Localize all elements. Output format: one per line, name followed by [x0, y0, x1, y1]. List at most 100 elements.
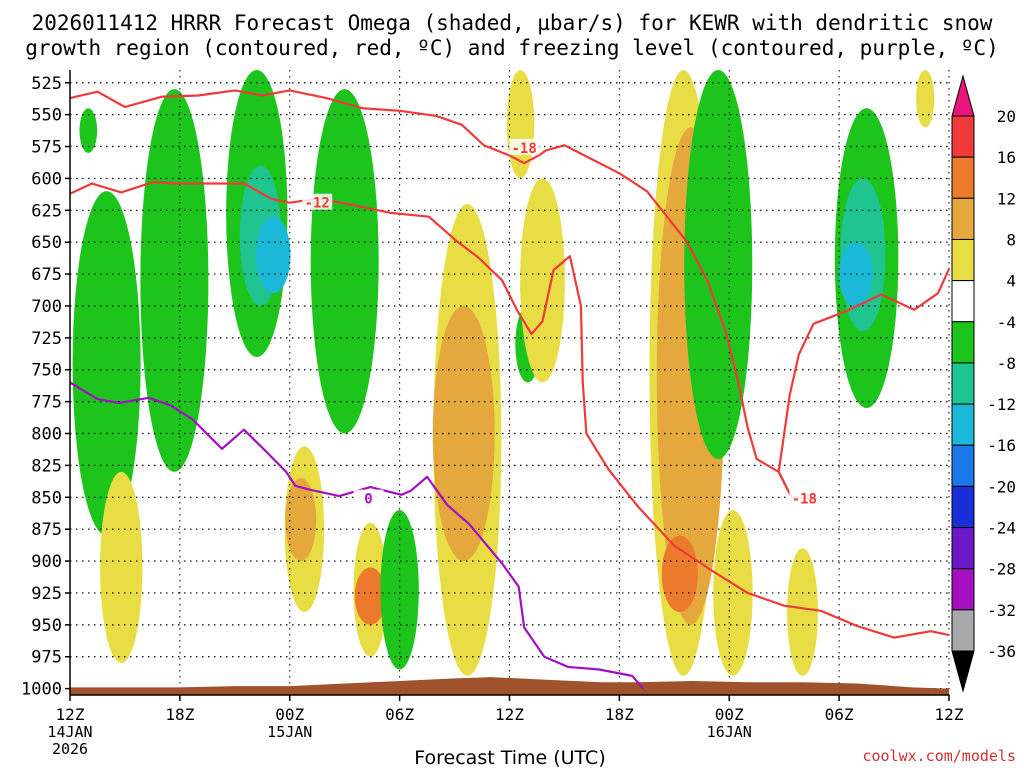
colorbar-bin--20--16: [951, 444, 975, 487]
y-tick-label-550: 550: [31, 106, 62, 126]
colorbar-label-7: -12: [987, 395, 1016, 414]
x-tick-date-12: 15JAN: [267, 723, 312, 741]
chart-title-line-1: 2026011412 HRRR Forecast Omega (shaded, …: [32, 11, 993, 35]
omega-region-ascent-east-max: [838, 242, 873, 306]
omega-region-ascent-early-2: [140, 89, 209, 472]
x-tick-label-48: 12Z: [935, 705, 964, 724]
y-tick-label-1000: 1000: [21, 680, 62, 700]
colorbar-top-arrow: [951, 74, 975, 117]
y-tick-label-800: 800: [31, 425, 62, 445]
contour-dgz-cold-limit: [69, 89, 818, 500]
colorbar-label-11: -28: [987, 560, 1016, 579]
colorbar-bin-12-16: [951, 156, 975, 199]
x-tick-label-30: 18Z: [605, 705, 634, 724]
colorbar-label-8: -16: [987, 436, 1016, 455]
colorbar-bin-16-20: [951, 115, 975, 158]
colorbar-bin-8-12: [951, 197, 975, 240]
colorbar-label-12: -32: [987, 601, 1016, 620]
colorbar-bin--24--20: [951, 485, 975, 529]
contour-dgz-warm-limit: [69, 181, 950, 639]
colorbar-bin--28--24: [951, 527, 975, 570]
x-tick-label-18: 06Z: [385, 705, 414, 724]
colorbar-label-13: -36: [987, 642, 1016, 661]
omega-region-descent-36z: [713, 510, 753, 676]
colorbar-label-6: -8: [997, 354, 1016, 373]
credit-label: coolwx.com/models: [862, 747, 1016, 765]
colorbar-bin--8--4: [951, 321, 975, 364]
y-tick-label-525: 525: [31, 74, 62, 94]
colorbar-bin--16--12: [951, 403, 975, 446]
colorbar-bin--12--8: [951, 362, 975, 405]
contour-label-bg-1: [302, 193, 333, 210]
y-tick-label-625: 625: [31, 201, 62, 221]
colorbar-label-9: -20: [987, 477, 1016, 496]
contour-label-bg-3: [353, 489, 384, 506]
contour-label-bg-0: [509, 138, 540, 155]
colorbar-label-10: -24: [987, 519, 1016, 538]
x-tick-date-36: 16JAN: [707, 723, 752, 741]
y-tick-label-825: 825: [31, 456, 62, 476]
omega-region-descent-top-right: [916, 70, 935, 128]
colorbar-bottom-arrow: [951, 650, 975, 693]
x-tick-year-0: 2026: [52, 740, 88, 758]
contour-label-1: -12: [305, 196, 330, 212]
omega-region-ascent-15z: [310, 89, 379, 434]
chart-title-line-2: growth region (contoured, red, ºC) and f…: [25, 36, 999, 60]
contour-label-0: -18: [512, 141, 537, 157]
y-tick-label-725: 725: [31, 329, 62, 349]
x-tick-label-0: 12Z: [56, 705, 85, 724]
contour-labels: -18 -12 -18 0: [302, 138, 820, 508]
omega-region-descent-1: [100, 471, 143, 664]
y-axis-ticks: 525 550 575 600 625 650 675 700 725 750 775 800 825 8…: [21, 74, 70, 700]
y-tick-label-975: 975: [31, 648, 62, 668]
y-tick-label-775: 775: [31, 393, 62, 413]
colorbar-bin--32--28: [951, 568, 975, 611]
x-tick-label-12: 00Z: [275, 705, 304, 724]
x-axis-label: Forecast Time (UTC): [414, 747, 605, 768]
omega-region-ascent-18z: [380, 510, 419, 670]
colorbar-label-5: -4: [997, 313, 1016, 332]
colorbar-label-4: 4: [1006, 272, 1016, 291]
y-tick-label-675: 675: [31, 265, 62, 285]
x-tick-date-0: 14JAN: [47, 723, 92, 741]
omega-region-descent-late: [520, 178, 565, 383]
y-tick-label-750: 750: [31, 361, 62, 381]
contour-label-3: 0: [364, 492, 372, 508]
colorbar-label-3: 8: [1006, 230, 1016, 249]
omega-region-ascent-tall: [684, 70, 753, 460]
y-tick-label-900: 900: [31, 552, 62, 572]
y-tick-label-875: 875: [31, 520, 62, 540]
colorbar-bin--36--32: [951, 609, 975, 652]
omega-region-ascent-early-1: [72, 191, 141, 536]
y-tick-label-575: 575: [31, 138, 62, 158]
y-tick-label-850: 850: [31, 488, 62, 508]
omega-shading: [72, 70, 935, 676]
plot-area: -18 -12 -18 0: [69, 70, 951, 696]
colorbar-bin--4-4: [951, 280, 975, 323]
contour-label-bg-2: [789, 489, 820, 506]
contours: [69, 89, 951, 690]
colorbar: 20 16 12 8 4 -4 -8 -12 -16 -20 -24 -28 -32 -36: [951, 74, 1016, 693]
omega-region-descent-2-core: [285, 478, 317, 562]
y-tick-label-600: 600: [31, 169, 62, 189]
colorbar-bin-4-8: [951, 238, 975, 282]
terrain: [70, 677, 949, 695]
omega-region-ascent-left: [79, 108, 98, 153]
contour-freezing-level: [69, 381, 645, 690]
omega-region-descent-40z: [787, 548, 818, 676]
colorbar-label-1: 16: [997, 148, 1016, 167]
y-tick-label-650: 650: [31, 233, 62, 253]
omega-region-descent-3-core: [354, 567, 386, 625]
x-tick-label-6: 18Z: [165, 705, 194, 724]
contour-label-2: -18: [792, 492, 817, 508]
contour-dgz-east-loop: [777, 268, 951, 498]
colorbar-label-0: 20: [997, 107, 1016, 126]
omega-region-descent-big-max: [661, 535, 698, 613]
omega-region-ascent-night-max: [255, 216, 291, 294]
x-tick-label-42: 06Z: [825, 705, 854, 724]
y-tick-label-950: 950: [31, 616, 62, 636]
x-tick-label-36: 00Z: [715, 705, 744, 724]
terrain-fill: [70, 677, 949, 695]
x-tick-label-24: 12Z: [495, 705, 524, 724]
